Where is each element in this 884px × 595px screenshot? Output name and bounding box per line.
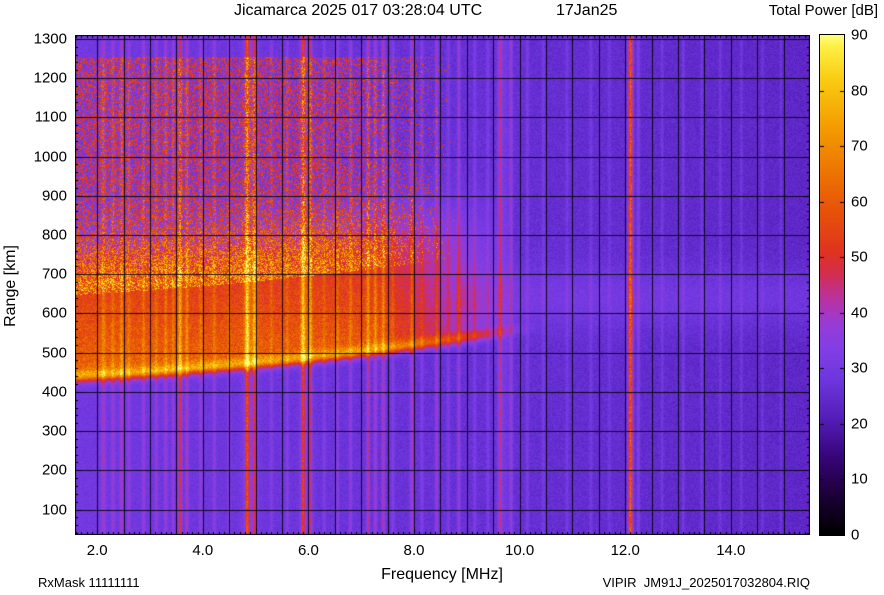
- plot-date: 17Jan25: [556, 2, 618, 19]
- x-tick-label: 8.0: [403, 542, 425, 559]
- colorbar-tick-label: 30: [851, 359, 868, 377]
- y-tick-label: 500: [41, 344, 67, 362]
- y-tick-label: 200: [41, 461, 67, 479]
- colorbar-canvas: [819, 34, 845, 536]
- y-tick-label: 1200: [33, 69, 67, 87]
- y-tick-label: 700: [41, 265, 67, 283]
- filename-label: VIPIR JM91J_2025017032804.RIQ: [602, 575, 810, 590]
- colorbar-tick-label: 0: [851, 526, 860, 544]
- x-tick-label: 14.0: [716, 542, 746, 559]
- colorbar-tick-label: 80: [851, 82, 868, 100]
- y-axis-label: Range [km]: [2, 245, 19, 327]
- y-tick-label: 1100: [34, 108, 67, 126]
- colorbar-tick-label: 70: [851, 137, 868, 155]
- y-tick-label: 600: [41, 304, 67, 322]
- colorbar-title: Total Power [dB]: [768, 2, 878, 19]
- x-tick-label: 4.0: [192, 542, 214, 559]
- y-tick-label: 800: [41, 226, 67, 244]
- colorbar-tick-label: 20: [851, 415, 868, 433]
- colorbar-tick-label: 40: [851, 304, 868, 322]
- x-tick-label: 2.0: [86, 542, 108, 559]
- heatmap-canvas: [75, 35, 810, 535]
- colorbar-tick-label: 10: [851, 470, 868, 488]
- y-tick-label: 300: [41, 422, 67, 440]
- plot-title: Jicamarca 2025 017 03:28:04 UTC: [234, 2, 483, 19]
- y-tick-label: 400: [41, 383, 67, 401]
- colorbar-tick-label: 60: [851, 193, 868, 211]
- y-tick-label: 100: [41, 501, 67, 518]
- rxmask-label: RxMask 11111111: [38, 575, 140, 590]
- y-tick-label: 1000: [33, 148, 67, 166]
- colorbar-tick-label: 90: [851, 26, 868, 44]
- colorbar-tick-label: 50: [851, 248, 868, 266]
- y-tick-label: 900: [41, 187, 67, 205]
- x-axis-label: Frequency [MHz]: [381, 566, 503, 583]
- x-tick-label: 12.0: [610, 542, 640, 559]
- y-tick-label: 1300: [33, 30, 67, 48]
- x-tick-label: 10.0: [504, 542, 535, 559]
- x-tick-label: 6.0: [297, 542, 319, 559]
